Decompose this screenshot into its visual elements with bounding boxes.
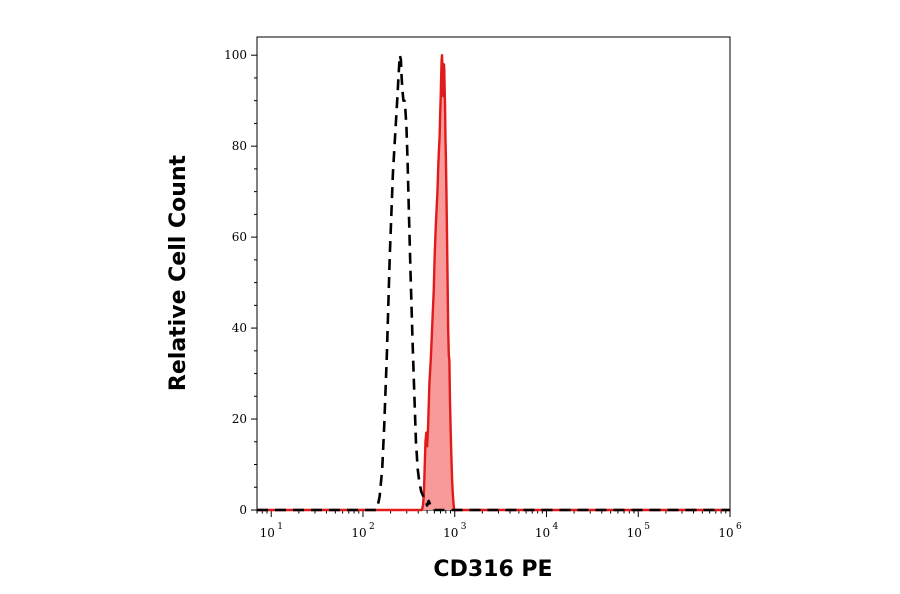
x-tick-label-base: 10 bbox=[627, 526, 642, 540]
series-layer bbox=[257, 53, 730, 512]
x-tick-label-base: 10 bbox=[535, 526, 550, 540]
y-axis-title: Relative Cell Count bbox=[166, 154, 191, 391]
x-tick-label-exponent: 2 bbox=[369, 522, 375, 532]
x-tick-label-base: 10 bbox=[718, 526, 733, 540]
y-tick-label: 80 bbox=[232, 139, 247, 153]
x-tick-label-base: 10 bbox=[443, 526, 458, 540]
x-axis-ticks: 10 1 10 2 10 3 10 4 10 5 10 6 bbox=[256, 510, 742, 540]
x-tick-label-base: 10 bbox=[351, 526, 366, 540]
series-line-dashed bbox=[257, 53, 730, 512]
x-tick-label-exponent: 6 bbox=[736, 522, 742, 532]
x-tick-label-base: 10 bbox=[260, 526, 275, 540]
y-axis-ticks: 0 20 40 60 80 100 bbox=[224, 48, 257, 517]
y-tick-label: 40 bbox=[232, 321, 247, 335]
x-tick-label-exponent: 3 bbox=[461, 522, 467, 532]
x-tick-label-exponent: 4 bbox=[552, 522, 558, 532]
plot-frame bbox=[256, 36, 731, 511]
y-tick-label: 100 bbox=[224, 48, 247, 62]
y-tick-label: 20 bbox=[232, 412, 247, 426]
x-axis-title: CD316 PE bbox=[433, 557, 552, 582]
series-fill-solid bbox=[257, 55, 730, 510]
x-tick-label-exponent: 5 bbox=[644, 522, 650, 532]
series-line-solid bbox=[257, 53, 730, 512]
y-tick-label: 0 bbox=[239, 503, 247, 517]
y-tick-label: 60 bbox=[232, 230, 247, 244]
x-tick-label-exponent: 1 bbox=[277, 522, 283, 532]
